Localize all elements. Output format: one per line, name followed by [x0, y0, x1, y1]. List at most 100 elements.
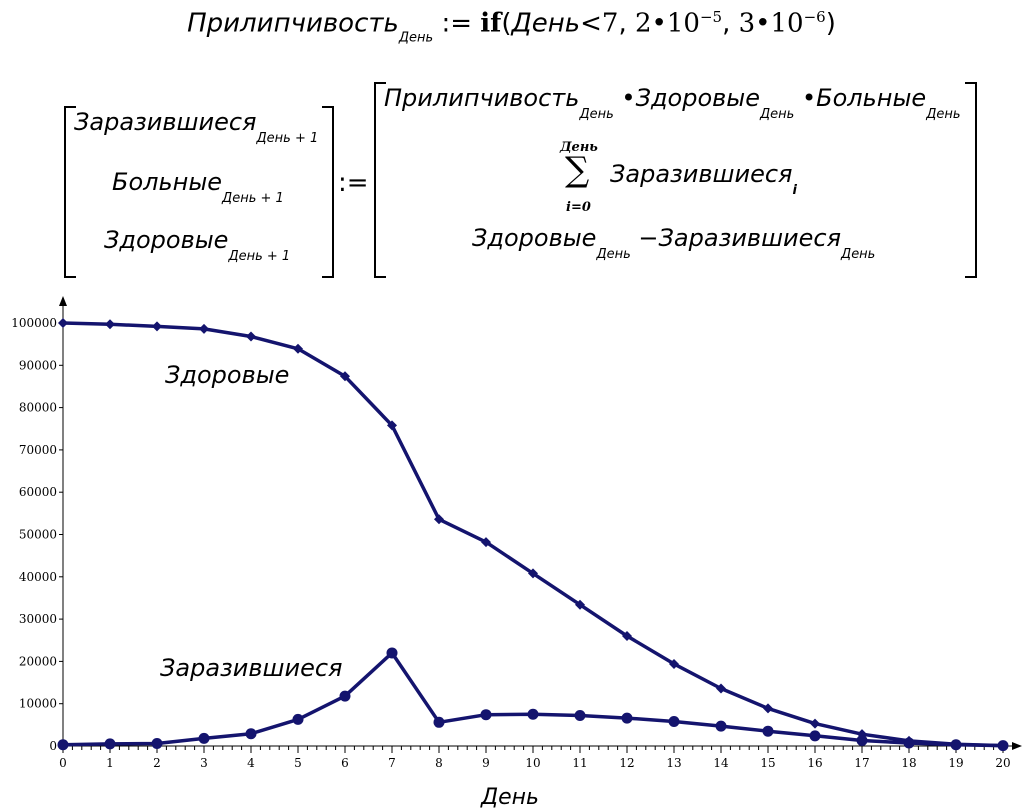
healthy-point — [575, 599, 585, 610]
healthy-point — [481, 537, 491, 548]
healthy-point — [387, 420, 397, 431]
infected-point — [809, 730, 821, 742]
infected-point — [480, 709, 492, 721]
lhs-right-bracket — [322, 106, 334, 278]
infected-point — [386, 647, 398, 659]
infected-point — [433, 716, 445, 728]
coef-a: 2 — [634, 8, 652, 39]
x-axis-label: День — [480, 785, 539, 809]
y-tick-label: 60000 — [19, 485, 57, 499]
infected-point — [527, 708, 539, 720]
y-tick-label: 40000 — [19, 570, 57, 584]
coef-b: 3 — [738, 8, 756, 39]
x-tick-label: 10 — [525, 756, 540, 770]
healthy-point — [528, 568, 538, 579]
infected-point — [339, 690, 351, 702]
infected-point — [198, 732, 210, 744]
series-label-healthy: Здоровые — [165, 361, 289, 389]
open-paren: ( — [501, 8, 512, 39]
x-axis-arrow — [1012, 742, 1022, 750]
day-threshold: 7 — [601, 8, 619, 39]
healthy-point — [716, 683, 726, 694]
base-b: 10 — [770, 8, 804, 39]
adhesion-var: Прилипчивость — [187, 8, 399, 39]
y-tick-label: 90000 — [19, 358, 57, 372]
lhs-sick: БольныеДень + 1 — [112, 168, 284, 206]
matrix-assign-operator: := — [338, 168, 369, 198]
healthy-point — [246, 331, 256, 342]
x-tick-label: 2 — [153, 756, 161, 770]
if-keyword: if — [480, 8, 502, 39]
epidemic-chart: 0 10000 20000 30000 40000 50000 60000 70000 8000… — [11, 296, 1022, 809]
infected-point — [856, 735, 868, 747]
x-tick-label: 5 — [294, 756, 302, 770]
adhesion-formula: ПрилипчивостьДень := if(День<7, 2•10−5, … — [0, 8, 1023, 46]
infected-point — [245, 728, 257, 740]
healthy-point — [199, 323, 209, 334]
infected-point — [57, 739, 69, 751]
infected-point — [574, 710, 586, 722]
sum-term: Заразившиесяi — [610, 160, 797, 198]
x-tick-label: 16 — [807, 756, 822, 770]
infected-point — [950, 739, 962, 751]
assign-operator: := — [441, 8, 472, 39]
healthy-point — [293, 343, 303, 354]
rhs-row-1: ПрилипчивостьДень •ЗдоровыеДень •Больные… — [384, 84, 961, 122]
series-label-infected: Заразившиеся — [160, 654, 343, 682]
y-tick-label: 50000 — [19, 528, 57, 542]
x-tick-label: 20 — [995, 756, 1010, 770]
dot-a: • — [651, 8, 667, 39]
infected-point — [151, 737, 163, 749]
sum-lower-limit: i=0 — [566, 200, 591, 215]
exp-a: −5 — [699, 8, 723, 26]
x-tick-label: 4 — [247, 756, 255, 770]
rhs-right-bracket — [965, 82, 977, 278]
rhs-left-bracket — [374, 82, 386, 278]
infected-point — [621, 712, 633, 724]
y-tick-label: 0 — [49, 739, 57, 753]
healthy-point — [152, 321, 162, 332]
healthy-point — [340, 371, 350, 382]
y-tick-label: 100000 — [11, 316, 57, 330]
healthy-point — [669, 658, 679, 669]
y-tick-label: 70000 — [19, 443, 57, 457]
lhs-infected: ЗаразившиесяДень + 1 — [74, 108, 319, 146]
healthy-point — [105, 319, 115, 330]
less-than: < — [580, 8, 602, 39]
x-tick-label: 0 — [59, 756, 67, 770]
infected-point — [292, 713, 304, 725]
healthy-point — [763, 703, 773, 714]
x-tick-label: 7 — [388, 756, 396, 770]
x-tick-label: 11 — [572, 756, 587, 770]
exp-b: −6 — [803, 8, 826, 26]
lhs-healthy: ЗдоровыеДень + 1 — [104, 226, 291, 264]
healthy-point — [58, 318, 68, 328]
chart-axes — [59, 296, 1022, 750]
recurrence-formula: ЗаразившиесяДень + 1 БольныеДень + 1 Здо… — [0, 78, 1023, 278]
x-tick-label: 8 — [435, 756, 443, 770]
x-tick-label: 15 — [760, 756, 775, 770]
y-tick-label: 80000 — [19, 401, 57, 415]
comma-1: , — [618, 8, 627, 39]
x-tick-label: 18 — [901, 756, 916, 770]
x-tick-label: 19 — [948, 756, 963, 770]
infected-point — [668, 715, 680, 727]
x-tick-label: 14 — [713, 756, 729, 770]
infected-point — [104, 738, 116, 750]
y-tick-label: 10000 — [19, 697, 57, 711]
x-tick-label: 3 — [200, 756, 208, 770]
x-tick-label: 1 — [106, 756, 114, 770]
x-tick-label: 9 — [482, 756, 490, 770]
x-tick-label: 12 — [619, 756, 634, 770]
x-tick-label: 6 — [341, 756, 349, 770]
healthy-point — [810, 718, 820, 729]
y-tick-label: 30000 — [19, 612, 57, 626]
infected-point — [997, 740, 1009, 752]
x-axis-ticks: 0 1 2 3 4 5 6 7 8 9 10 11 12 13 14 15 16 17 18 19 20 — [59, 746, 1011, 770]
base-a: 10 — [666, 8, 700, 39]
infected-point — [903, 737, 915, 749]
dot-b: • — [755, 8, 771, 39]
infected-point — [762, 725, 774, 737]
lhs-left-bracket — [64, 106, 76, 278]
infected-point — [715, 720, 727, 732]
